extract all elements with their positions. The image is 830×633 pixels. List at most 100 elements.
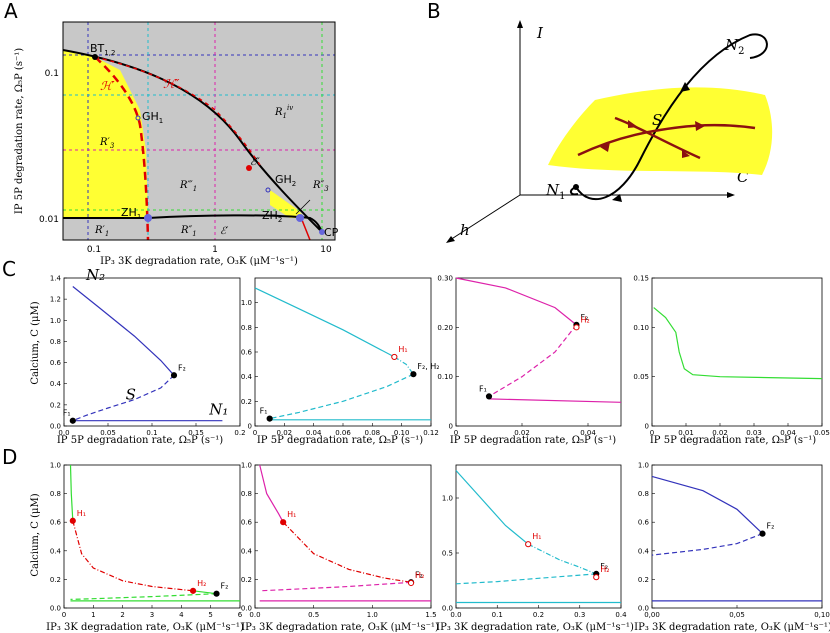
point-marker — [170, 372, 178, 379]
series-line-1 — [72, 374, 175, 422]
point-label: F₂ — [767, 522, 775, 531]
y-tick-label: 0 — [645, 423, 649, 431]
y-tick-label: 0.2 — [241, 398, 252, 406]
x-tick-label: 2 — [120, 611, 124, 619]
series-line-1 — [527, 543, 597, 575]
point-zh2 — [296, 214, 304, 222]
axis-i-arrow — [517, 20, 523, 28]
series-line-0 — [259, 464, 284, 523]
x-tick-label: 0.2 — [234, 429, 245, 437]
x-tick-label: 0.10 — [394, 429, 410, 437]
point-label: H₂ — [197, 579, 206, 588]
curve-h-prime-dashed — [94, 56, 150, 241]
series-line-1 — [488, 324, 577, 397]
axis-h-arrow — [446, 236, 455, 243]
panel-d-letter: D — [2, 445, 17, 469]
x-tick-label: 0.0 — [58, 429, 69, 437]
point-marker — [593, 574, 600, 581]
series-line-0 — [455, 277, 577, 326]
point-marker — [525, 541, 532, 548]
series-line-1 — [282, 521, 412, 583]
row-plots: 0.0 0.05 0.1 0.15 0.20.00.20.40.60.81.01.21.… — [50, 266, 830, 619]
x-tick-label: 5 — [208, 611, 212, 619]
point-label: F₁ — [63, 409, 71, 418]
panel-c-letter: C — [2, 257, 16, 281]
c3-xlabel: IP 5P degradation rate, Ω₅P (s⁻¹) — [450, 435, 616, 446]
a-xtick-0: 0.1 — [87, 245, 101, 255]
y-tick-label: 0.6 — [241, 519, 253, 527]
stable-manifold — [577, 123, 756, 157]
series-line-2 — [488, 398, 622, 403]
label-zh1: ZH1 — [121, 206, 141, 221]
plot-c1: 0.0 0.05 0.1 0.15 0.2 0.0 0.2 0.4 0.6 0.8 1.0 1.2 1.… — [50, 266, 246, 437]
plot-c4: 0 0.01 0.02 0.03 0.04 0.05 0 0.05 0.10 0.15 — [633, 275, 829, 438]
x-tick-label: 0.1 — [492, 611, 503, 619]
curve-label: N₁ — [208, 400, 228, 418]
axis-c-arrow — [727, 192, 735, 198]
point-label: H₁ — [77, 509, 86, 518]
y-tick-label: 0.4 — [50, 380, 62, 388]
x-tick-label: 0.4 — [615, 611, 627, 619]
curve-label: S — [126, 386, 136, 404]
label-h-double-prime: ℋ″ — [163, 77, 180, 91]
panel-a-frame — [62, 21, 336, 241]
x-tick-label: 0.1 — [146, 429, 157, 437]
y-tick-label: 0.20 — [437, 324, 453, 332]
y-tick-label: 0.2 — [50, 576, 61, 584]
y-tick-label: 0.0 — [50, 605, 61, 613]
point-label: H₁ — [398, 345, 407, 354]
y-tick-label: 1.0 — [241, 462, 252, 470]
panel-b-phase-diagram: I C h N2 S N1 — [446, 20, 773, 243]
x-tick-label: 4 — [179, 611, 184, 619]
series-line-1 — [393, 356, 414, 375]
point-marker — [573, 324, 580, 331]
point-marker — [189, 587, 197, 594]
x-tick-label: 1 — [91, 611, 95, 619]
y-tick-label: 0 — [248, 423, 252, 431]
point-marker — [280, 519, 287, 526]
panel-a-bifurcation-diagram: BT1,2 GH1 GH2 ZH1 ZH2 CP ℋ′ ℋ″ ℰ″ ℰ′ R1i… — [14, 21, 339, 267]
label-e-prime: ℰ′ — [220, 226, 229, 237]
label-s: S — [652, 111, 662, 129]
plot-frame — [455, 277, 622, 427]
y-tick-label: 0.8 — [241, 490, 252, 498]
point-cp — [319, 229, 325, 235]
plot-d1: 0 1 2 3 4 5 6 0.0 0.2 0.4 0.6 0.8 1.0 H₁ H₂ F₂ — [50, 462, 243, 620]
point-marker — [485, 393, 493, 400]
manifold-arrow-4 — [682, 150, 690, 158]
unstable-manifold — [614, 116, 701, 160]
series-line-0 — [69, 464, 74, 521]
series-line-2 — [193, 590, 217, 595]
x-tick-label: 0.03 — [746, 429, 762, 437]
point-label: F₂ — [221, 582, 229, 591]
y-tick-label: 0.2 — [638, 576, 649, 584]
x-tick-label: 0,10 — [814, 611, 830, 619]
point-label: F₂ — [600, 562, 608, 571]
curve-label: N₂ — [85, 266, 105, 284]
label-axis-i: I — [536, 24, 544, 42]
y-tick-label: 0.8 — [241, 324, 252, 332]
y-tick-label: 0.4 — [241, 373, 253, 381]
x-tick-label: 0,00 — [644, 611, 660, 619]
region-r1-triple-prime: R‴1 — [179, 180, 197, 193]
label-e-double-prime: ℰ″ — [250, 157, 260, 168]
label-gh1: GH1 — [142, 110, 163, 125]
x-tick-label: 1.5 — [425, 611, 436, 619]
x-tick-label: 0.01 — [678, 429, 694, 437]
x-tick-label: 0 — [62, 611, 66, 619]
point-label: F₂, H₂ — [417, 362, 439, 371]
d3-xlabel: IP₃ 3K degradation rate, O₃K (μM⁻¹s⁻¹) — [436, 622, 634, 633]
y-tick-label: 1.2 — [50, 296, 61, 304]
y-tick-label: 1.0 — [638, 462, 649, 470]
y-tick-label: 0.0 — [442, 605, 453, 613]
region-yellow-right — [270, 190, 305, 218]
x-tick-label: 0 — [253, 429, 257, 437]
axis-h — [449, 194, 521, 241]
manifold-arrow-2 — [695, 121, 705, 131]
trajectory — [575, 33, 768, 201]
y-tick-label: 0.0 — [638, 605, 649, 613]
y-tick-label: 0.2 — [50, 401, 61, 409]
y-tick-label: 0.4 — [638, 547, 650, 555]
